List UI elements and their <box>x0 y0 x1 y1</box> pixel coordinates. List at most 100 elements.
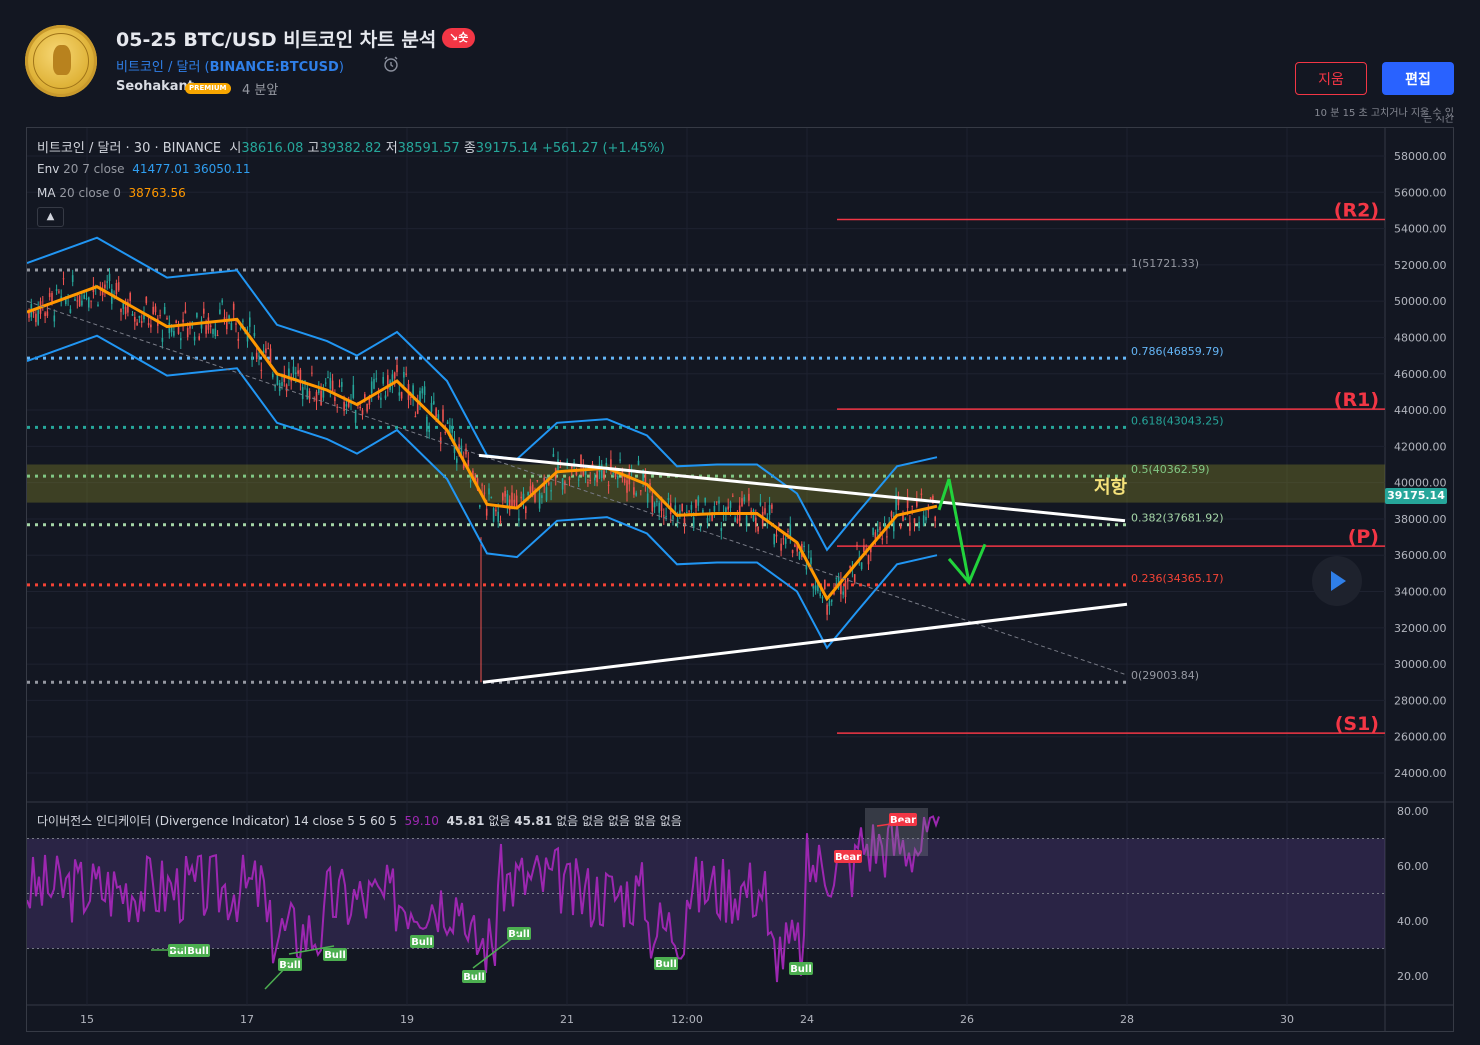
candle-body <box>65 299 67 305</box>
symbol-link[interactable]: 비트코인 / 달러 (BINANCE:BTCUSD) <box>116 60 344 75</box>
candle-body <box>757 526 759 532</box>
candle-body <box>223 317 226 321</box>
candle-body <box>117 282 120 291</box>
candle-body <box>619 459 621 461</box>
candle-body <box>575 470 578 476</box>
candle-body <box>375 378 378 380</box>
candle-body <box>840 580 842 595</box>
series-legend[interactable]: 비트코인 / 달러 · 30 · BINANCE 시38616.08 고3938… <box>37 137 665 156</box>
chart-svg[interactable]: 58000.00 56000.00 54000.00 52000.00 50000.00… <box>27 128 1454 1032</box>
candle-body <box>686 512 688 514</box>
chevron-up-icon[interactable]: ▲ <box>37 207 64 227</box>
candle-body <box>205 325 207 334</box>
price-tick-label: 58000.00 <box>1394 150 1447 163</box>
time-tick-label: 26 <box>960 1013 974 1026</box>
candle-body <box>150 324 152 328</box>
author-name[interactable]: Seohakant <box>116 79 195 94</box>
candle-body <box>534 490 536 502</box>
candle-body <box>502 493 504 501</box>
candle-body <box>71 275 74 282</box>
candle-body <box>904 518 907 521</box>
candle-body <box>748 493 750 501</box>
candle-body <box>817 582 819 592</box>
publish-time: 4 분앞 <box>242 83 279 98</box>
candle-body <box>672 515 674 520</box>
candle-body <box>32 311 35 314</box>
bear-label: Bear <box>890 815 916 826</box>
candle-body <box>384 395 387 399</box>
candle-body <box>469 479 472 483</box>
price-tick-label: 28000.00 <box>1394 694 1447 707</box>
candle-body <box>361 410 364 415</box>
candle-body <box>879 526 881 530</box>
bull-label: Bull <box>187 946 209 957</box>
candle-body <box>377 395 380 398</box>
candle-body <box>853 574 856 582</box>
candle-body <box>782 538 785 540</box>
candle-body <box>359 406 361 409</box>
candle-body <box>676 519 679 523</box>
candle-body <box>692 517 695 528</box>
candle-body <box>646 493 649 503</box>
candle-body <box>212 329 214 335</box>
divergence-legend[interactable]: 다이버전스 인디케이터 (Divergence Indicator) 14 cl… <box>37 812 682 829</box>
candle-body <box>617 475 619 479</box>
candle-body <box>683 518 686 527</box>
time-tick-label: 12:00 <box>671 1013 703 1026</box>
candle-body <box>821 597 824 599</box>
candle-body <box>366 403 368 412</box>
bull-label: Bull <box>790 964 812 975</box>
candle-body <box>527 492 529 496</box>
candle-body <box>515 495 518 507</box>
candle-body <box>203 308 205 314</box>
candle-body <box>283 373 286 382</box>
candle-body <box>580 454 582 467</box>
candle-body <box>867 555 870 565</box>
candle-body <box>216 335 219 337</box>
candle-body <box>51 292 53 302</box>
candle-body <box>826 604 828 615</box>
candle-body <box>173 331 175 336</box>
candle-body <box>53 315 56 322</box>
candle-body <box>573 462 575 464</box>
ma-legend[interactable]: MA 20 close 0 38763.56 <box>37 186 186 200</box>
candle-body <box>483 492 486 494</box>
candle-body <box>78 295 81 307</box>
candle-body <box>76 300 79 302</box>
candle-body <box>557 459 559 474</box>
candle-body <box>550 490 552 492</box>
candle-body <box>883 523 886 528</box>
candle-body <box>196 313 198 318</box>
author-avatar[interactable] <box>25 25 97 97</box>
candle-body <box>561 478 564 490</box>
alarm-clock-icon[interactable] <box>382 55 400 73</box>
symbol-name[interactable]: 비트코인 / 달러 <box>116 60 201 75</box>
candle-body <box>83 295 85 299</box>
candle-body <box>214 328 217 337</box>
chart-canvas[interactable]: 58000.00 56000.00 54000.00 52000.00 50000.00… <box>26 127 1454 1032</box>
delete-button[interactable]: 지움 <box>1295 62 1367 95</box>
candle-body <box>382 376 384 384</box>
candle-body <box>140 321 143 323</box>
candle-body <box>115 282 118 294</box>
div-v1: 59.10 <box>404 814 439 828</box>
candle-body <box>600 464 603 478</box>
play-icon[interactable] <box>1312 556 1362 606</box>
env-legend[interactable]: Env 20 7 close 41477.01 36050.11 <box>37 162 251 176</box>
candle-body <box>136 322 138 326</box>
candle-body <box>729 502 732 508</box>
candle-body <box>711 512 713 521</box>
candle-body <box>134 317 136 322</box>
candle-body <box>886 536 888 538</box>
candle-body <box>695 499 697 508</box>
candle-body <box>221 300 223 303</box>
edit-button[interactable]: 편집 <box>1382 62 1454 95</box>
candle-body <box>85 297 88 300</box>
candle-body <box>267 348 269 350</box>
symbol-ticker[interactable]: BINANCE:BTCUSD <box>209 60 339 75</box>
bull-marker <box>278 958 302 971</box>
candle-body <box>529 486 532 493</box>
candle-body <box>180 338 182 341</box>
candle-body <box>322 389 325 398</box>
candle-body <box>230 323 233 331</box>
